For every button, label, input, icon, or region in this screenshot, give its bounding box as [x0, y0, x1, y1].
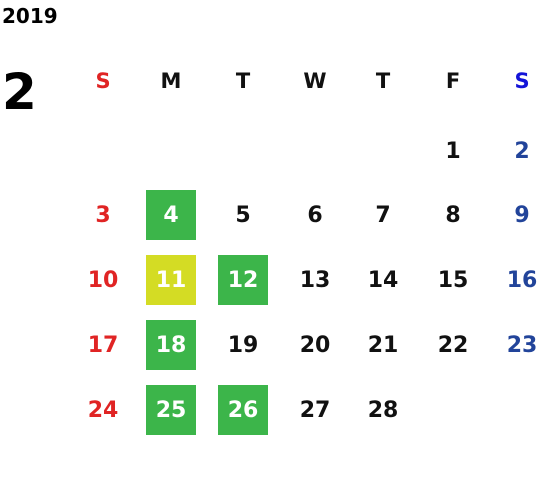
day: 1 [445, 138, 461, 164]
day: 8 [445, 202, 461, 228]
day: 21 [367, 332, 399, 358]
day: 27 [299, 397, 331, 423]
weekday-header: M [160, 69, 182, 93]
day: 13 [299, 267, 331, 293]
day: 6 [307, 202, 323, 228]
weekday-header: T [375, 69, 391, 93]
day: 9 [514, 202, 530, 228]
year: 2019 [2, 4, 58, 28]
day: 15 [437, 267, 469, 293]
day: 23 [506, 332, 538, 358]
highlighted-day: 12 [218, 255, 268, 305]
weekday-header: F [445, 69, 461, 93]
day: 17 [87, 332, 119, 358]
weekday-header: T [235, 69, 251, 93]
day: 10 [87, 267, 119, 293]
day: 5 [235, 202, 251, 228]
highlighted-day: 4 [146, 190, 196, 240]
weekday-header: W [303, 69, 327, 93]
day: 3 [95, 202, 111, 228]
day: 2 [514, 138, 530, 164]
weekday-header: S [514, 69, 530, 93]
highlighted-day: 26 [218, 385, 268, 435]
day: 16 [506, 267, 538, 293]
highlighted-day: 25 [146, 385, 196, 435]
day: 7 [375, 202, 391, 228]
weekday-header: S [95, 69, 111, 93]
highlighted-day: 18 [146, 320, 196, 370]
month: 2 [2, 63, 37, 121]
day: 22 [437, 332, 469, 358]
day: 19 [227, 332, 259, 358]
day: 20 [299, 332, 331, 358]
day: 28 [367, 397, 399, 423]
day: 14 [367, 267, 399, 293]
highlighted-day: 11 [146, 255, 196, 305]
day: 24 [87, 397, 119, 423]
